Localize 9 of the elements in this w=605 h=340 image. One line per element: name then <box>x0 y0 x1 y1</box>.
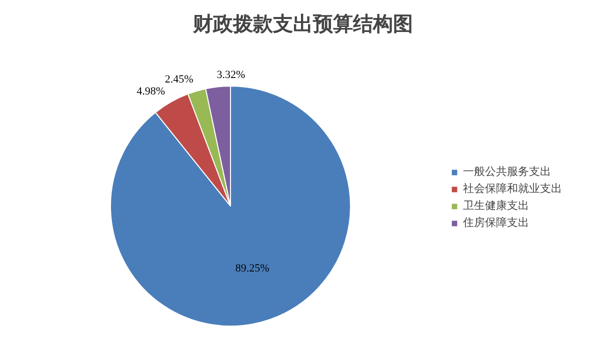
legend-label: 一般公共服务支出 <box>463 164 551 179</box>
legend-label: 卫生健康支出 <box>463 198 529 213</box>
data-label: 3.32% <box>216 68 246 81</box>
data-label: 89.25% <box>235 262 270 274</box>
data-label: 2.45% <box>164 73 194 86</box>
data-label: 4.98% <box>136 85 166 98</box>
legend-label: 社会保障和就业支出 <box>463 181 562 196</box>
legend-label: 住房保障支出 <box>463 215 529 230</box>
chart-title: 财政拨款支出预算结构图 <box>192 12 413 36</box>
